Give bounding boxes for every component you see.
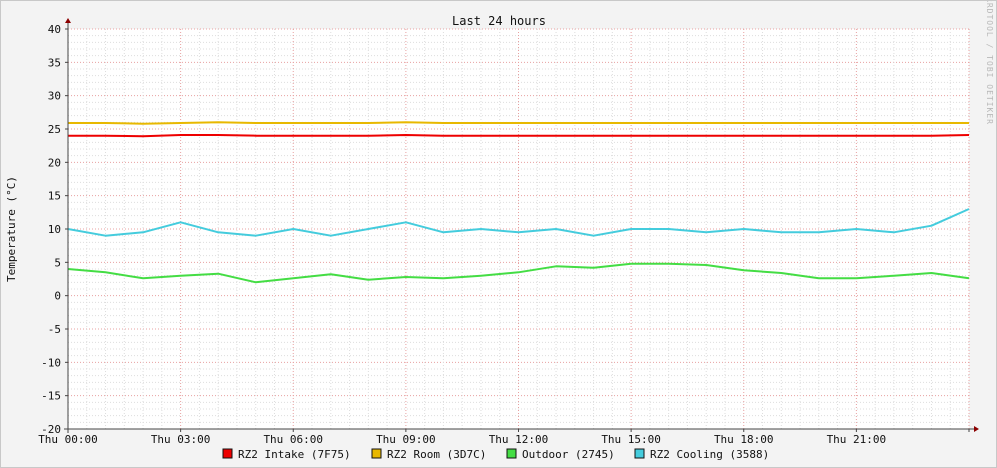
legend-label: Outdoor (2745) — [522, 448, 615, 461]
legend-label: RZ2 Room (3D7C) — [387, 448, 486, 461]
series-line-3 — [67, 208, 970, 237]
legend: RZ2 Intake (7F75) RZ2 Room (3D7C) Outdoor … — [222, 448, 769, 461]
series-line-0 — [68, 134, 970, 138]
y-tick-label: -5 — [48, 323, 61, 336]
y-tick-label: 35 — [48, 56, 61, 69]
y-axis-arrow-icon — [65, 18, 71, 23]
x-tick-label: Thu 12:00 — [489, 433, 549, 446]
x-tick-label: Thu 15:00 — [601, 433, 661, 446]
y-tick-label: 15 — [48, 190, 61, 203]
series-lines — [67, 121, 970, 284]
y-tick-label: 30 — [48, 90, 61, 103]
rrdtool-watermark: RRDTOOL / TOBI OETIKER — [985, 1, 994, 125]
y-tick-label: 10 — [48, 223, 61, 236]
series-line-2 — [67, 262, 970, 284]
axes — [64, 18, 979, 433]
legend-label: RZ2 Cooling (3588) — [650, 448, 769, 461]
grid — [67, 28, 970, 430]
x-tick-label: Thu 21:00 — [827, 433, 887, 446]
x-tick-label: Thu 03:00 — [151, 433, 211, 446]
y-tick-label: 0 — [54, 290, 61, 303]
y-axis-label: Temperature (°C) — [5, 176, 18, 282]
y-tick-label: 5 — [54, 256, 61, 269]
x-axis-arrow-icon — [974, 426, 979, 432]
series-line-1 — [68, 121, 969, 125]
x-tick-label: Thu 06:00 — [263, 433, 323, 446]
legend-swatch — [634, 448, 645, 459]
y-tick-label: -20 — [41, 423, 61, 436]
legend-label: RZ2 Intake (7F75) — [238, 448, 351, 461]
x-tick-label: Thu 09:00 — [376, 433, 436, 446]
x-tick-labels: Thu 00:00 Thu 03:00 Thu 06:00 Thu 09:00 Thu … — [38, 433, 886, 446]
legend-swatch — [506, 448, 517, 459]
legend-swatch — [371, 448, 382, 459]
chart-title: Last 24 hours — [452, 14, 546, 28]
y-tick-label: 25 — [48, 123, 61, 136]
y-tick-label: 40 — [48, 23, 61, 36]
x-tick-label: Thu 00:00 — [38, 433, 98, 446]
y-tick-label: -10 — [41, 356, 61, 369]
y-tick-label: -15 — [41, 390, 61, 403]
y-tick-labels: 40 35 30 25 20 15 10 5 0 -5 -10 -15 -20 — [41, 23, 61, 436]
y-tick-label: 20 — [48, 156, 61, 169]
legend-swatch — [222, 448, 233, 459]
x-tick-label: Thu 18:00 — [714, 433, 774, 446]
